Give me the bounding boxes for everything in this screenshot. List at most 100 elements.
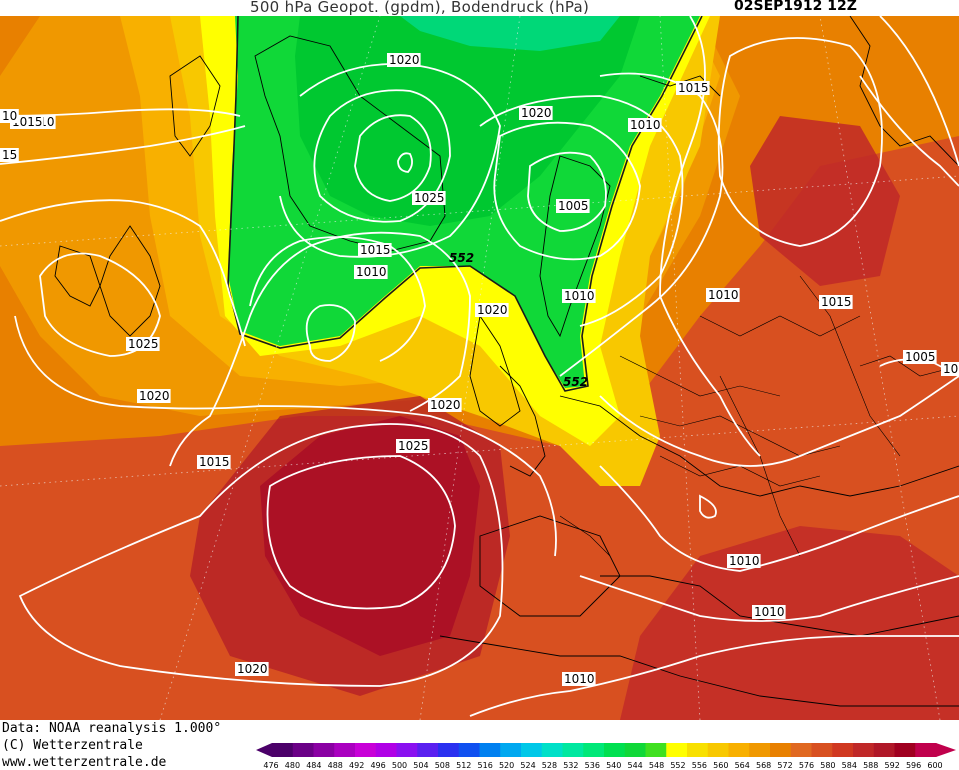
field-dark-red-halo [190,396,510,696]
geopotential-label-text: 552 [449,251,474,265]
legend-swatch [790,743,812,757]
legend-tick-label: 500 [392,761,407,770]
map-title: 500 hPa Geopot. (gpdm), Bodendruck (hPa) [250,0,590,16]
legend-swatch [604,743,626,757]
pressure-label-text: 1010 [356,265,387,279]
legend-swatch [811,743,833,757]
pressure-label: 1005 [556,199,590,213]
legend-swatch [707,743,729,757]
pressure-label-text: 1025 [414,191,445,205]
pressure-label-text: 1020 [389,53,420,67]
legend-swatch [479,743,501,757]
legend-tick-label: 484 [306,761,321,770]
copyright-credit: (C) Wetterzentrale [2,738,143,753]
pressure-label-text: 1010 [708,288,739,302]
legend-swatch [583,743,605,757]
geopotential-label: 552 [449,251,474,265]
pressure-label-text: 15 [2,148,17,162]
pressure-label-text: 1015 [678,81,709,95]
header: 500 hPa Geopot. (gpdm), Bodendruck (hPa)… [0,0,959,18]
coastlines [54,16,959,707]
pressure-label: 1020 [235,662,269,676]
legend-swatch [873,743,895,757]
pressure-label-text: 10 [2,109,17,123]
legend-swatch [417,743,439,757]
legend-tick-label: 508 [435,761,450,770]
pressure-label-text: 1010 [564,672,595,686]
legend-swatch [458,743,480,757]
field-green-core [295,16,640,226]
pressure-label-text: 1010 [564,289,595,303]
legend-tick-label: 592 [885,761,900,770]
pressure-label: 1025 [412,191,446,205]
pressure-label-text: 1010 [754,605,785,619]
legend-tick-label: 560 [713,761,728,770]
legend-tick-label: 580 [820,761,835,770]
legend-swatch [728,743,750,757]
legend-tick-label: 496 [370,761,385,770]
legend-tick-label: 564 [735,761,750,770]
pressure-label: 1005 [903,350,937,364]
pressure-labels: 1020101510101020101010251015101010051020… [0,53,959,686]
pressure-label: 1010 [354,265,388,279]
legend-tick-label: 576 [799,761,814,770]
legend-swatch [541,743,563,757]
legend-swatch [687,743,709,757]
pressure-label: 1015 [819,295,853,309]
legend-arrow-low [256,743,272,757]
legend-tick-label: 544 [627,761,642,770]
legend-tick-label: 476 [263,761,278,770]
legend-swatch [396,743,418,757]
weather-map: 1020101510101020101010251015101010051020… [0,16,959,720]
legend-tick-label: 596 [906,761,921,770]
legend-swatch [562,743,584,757]
pressure-label: 1010 [562,289,596,303]
legend-swatches [256,743,956,757]
pressure-label-text: 1010 [943,362,959,376]
legend-tick-label: 532 [563,761,578,770]
pressure-label: 1015 [358,243,392,257]
field-green-north [400,16,620,51]
valid-time: 02SEP1912 12Z [734,0,857,14]
pressure-label: 1020 [387,53,421,67]
pressure-label: 1010 [752,605,786,619]
legend-tick-label: 516 [478,761,493,770]
legend-tick-label: 524 [520,761,535,770]
pressure-label-text: 1005 [905,350,936,364]
legend-tick-label: 552 [670,761,685,770]
legend-tick-label: 512 [456,761,471,770]
legend-swatch [666,743,688,757]
field-red-southeast [620,526,959,720]
graticule [0,16,959,720]
footer: Data: NOAA reanalysis 1.000° (C) Wetterz… [0,720,959,770]
pressure-label-text: 1020 [521,106,552,120]
legend-swatch [272,743,294,757]
legend-tick-label: 584 [842,761,857,770]
pressure-label: 1020 [428,398,462,412]
legend-swatch [355,743,377,757]
legend-swatch [292,743,314,757]
pressure-label: 1025 [396,439,430,453]
legend-swatch [438,743,460,757]
pressure-label-text: 1020 [430,398,461,412]
legend-tick-label: 588 [863,761,878,770]
pressure-label-text: 1025 [398,439,429,453]
geopotential-label-text: 552 [563,375,588,389]
pressure-label: 1015 [197,455,231,469]
pressure-label: 10 [0,109,19,123]
legend-swatch [770,743,792,757]
pressure-label: 1010 [562,672,596,686]
legend-swatch [334,743,356,757]
pressure-label-text: 1020 [237,662,268,676]
geopotential-label: 552 [563,375,588,389]
legend-swatch [749,743,771,757]
pressure-label: 1025 [126,337,160,351]
legend-tick-label: 568 [756,761,771,770]
legend-swatch [624,743,646,757]
legend-swatch [313,743,335,757]
data-source-credit: Data: NOAA reanalysis 1.000° [2,721,222,736]
pressure-label: 1020 [137,389,171,403]
pressure-label-text: 1015 [821,295,852,309]
legend-swatch [521,743,543,757]
legend-tick-label: 492 [349,761,364,770]
